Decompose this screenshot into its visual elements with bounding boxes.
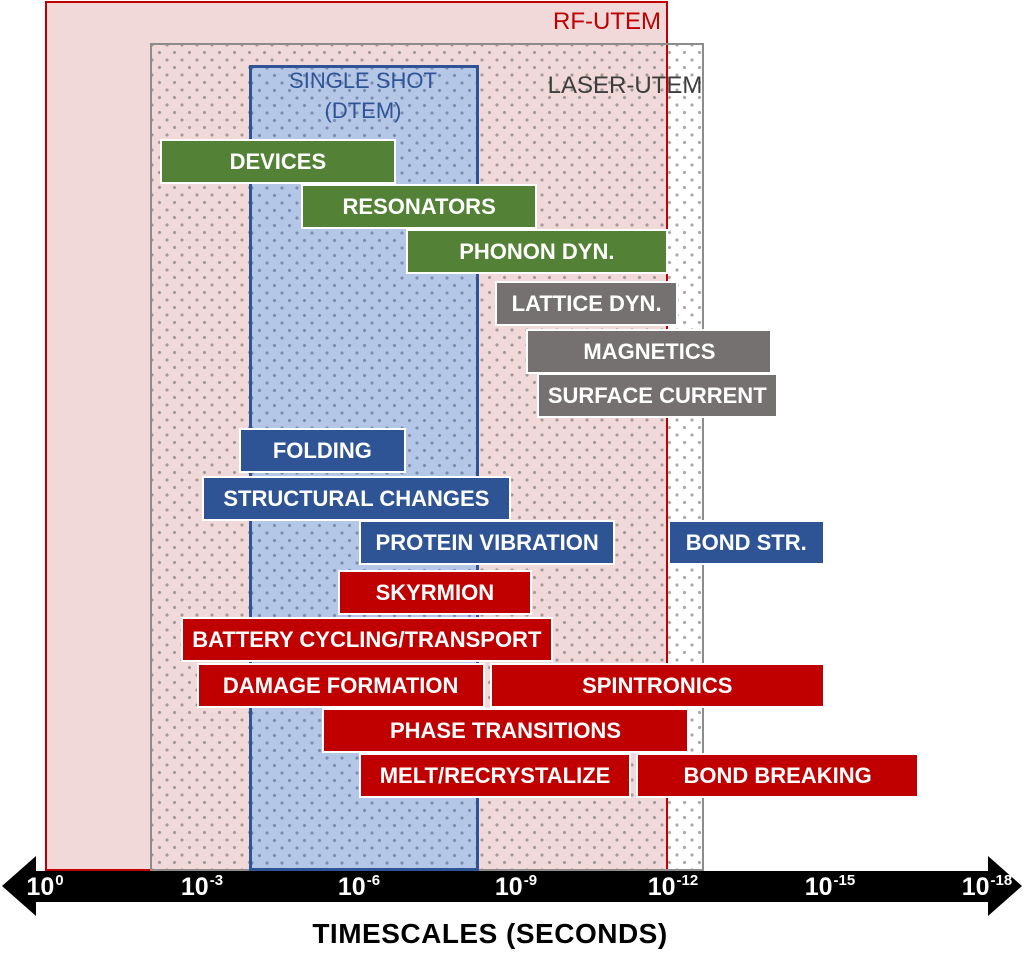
bar-label: PHASE TRANSITIONS [389, 717, 621, 743]
axis-tick-exponent: -3 [209, 872, 224, 889]
bar-protein-vibration: PROTEIN VIBRATION [358, 520, 616, 565]
bar-label: BOND BREAKING [683, 762, 872, 788]
bar-label: RESONATORS [342, 193, 496, 219]
bar-folding: FOLDING [238, 428, 407, 473]
axis-tick-10e-12: 10-12 [647, 872, 699, 901]
single-shot-dtem-label-line1: SINGLE SHOT [289, 68, 437, 93]
bar-label: MELT/RECRYSTALIZE [379, 762, 611, 788]
bar-label: STRUCTURAL CHANGES [223, 485, 490, 511]
bar-bond-breaking: BOND BREAKING [636, 753, 919, 798]
bar-battery-cycling-transport: BATTERY CYCLING/TRANSPORT [181, 617, 553, 662]
axis-tick-exponent: -6 [366, 872, 381, 889]
bar-label: FOLDING [272, 437, 372, 463]
bar-devices: DEVICES [160, 139, 396, 184]
axis-tick-exponent: -12 [676, 872, 699, 889]
rf-utem-label: RF-UTEM [553, 8, 661, 35]
axis-tick-10e-9: 10-9 [494, 872, 538, 901]
bar-resonators: RESONATORS [301, 184, 537, 229]
bar-label: MAGNETICS [583, 338, 716, 364]
bar-label: SKYRMION [375, 579, 495, 605]
bar-magnetics: MAGNETICS [526, 329, 773, 374]
axis-arrowhead-left-icon [2, 856, 36, 916]
bar-label: SPINTRONICS [582, 672, 733, 698]
axis-tick-exponent: -15 [833, 872, 856, 889]
bar-surface-current: SURFACE CURRENT [536, 373, 778, 418]
axis-tick-exponent: 0 [55, 872, 64, 889]
axis-tick-10e-18: 10-18 [961, 872, 1013, 901]
bar-label: DAMAGE FORMATION [222, 672, 459, 698]
laser-utem-label: LASER-UTEM [547, 72, 703, 99]
bar-label: DEVICES [229, 148, 327, 174]
bar-structural-changes: STRUCTURAL CHANGES [201, 476, 511, 521]
axis-tick-10e0: 100 [26, 872, 64, 901]
single-shot-dtem-label: SINGLE SHOT (DTEM) [289, 66, 437, 126]
bar-lattice-dyn: LATTICE DYN. [495, 281, 679, 326]
bar-skyrmion: SKYRMION [338, 570, 532, 615]
bar-phase-transitions: PHASE TRANSITIONS [322, 708, 689, 753]
axis-title: TIMESCALES (SECONDS) [312, 918, 668, 949]
bar-label: SURFACE CURRENT [547, 382, 767, 408]
bar-label: PROTEIN VIBRATION [375, 529, 599, 555]
bar-label: BATTERY CYCLING/TRANSPORT [192, 626, 542, 652]
single-shot-dtem-label-line2: (DTEM) [324, 98, 402, 123]
bar-spintronics: SPINTRONICS [489, 663, 825, 708]
bar-damage-formation: DAMAGE FORMATION [196, 663, 485, 708]
axis-tick-10e-3: 10-3 [180, 872, 224, 901]
bar-phonon-dyn: PHONON DYN. [406, 229, 668, 274]
axis-tick-10e-6: 10-6 [337, 872, 381, 901]
bar-label: PHONON DYN. [459, 238, 615, 264]
bar-label: BOND STR. [685, 529, 807, 555]
axis-tick-10e-15: 10-15 [804, 872, 856, 901]
axis-arrowhead-right-icon [988, 856, 1022, 916]
bar-bond-str: BOND STR. [667, 520, 825, 565]
axis-tick-exponent: -18 [990, 872, 1013, 889]
bar-label: LATTICE DYN. [511, 290, 662, 316]
time-axis-band [30, 871, 994, 902]
axis-tick-exponent: -9 [523, 872, 538, 889]
bar-melt-recrystalize: MELT/RECRYSTALIZE [358, 753, 632, 798]
